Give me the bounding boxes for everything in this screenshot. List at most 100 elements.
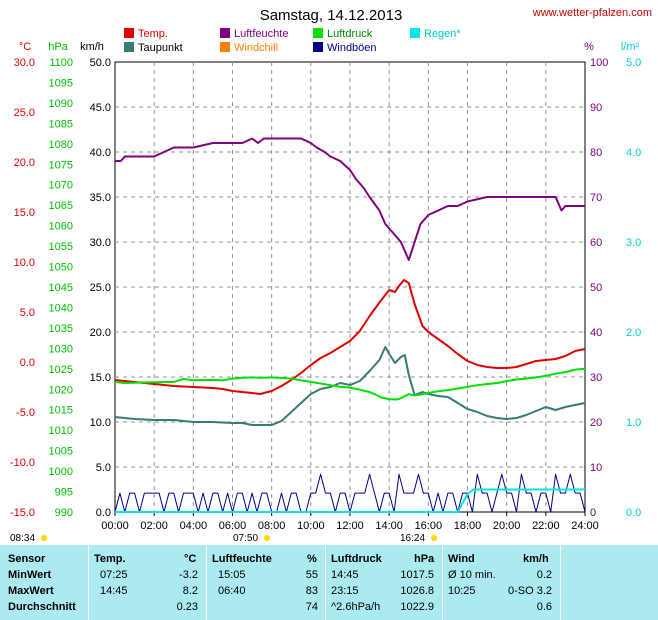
x-tick-label: 22:00 <box>532 520 560 532</box>
wind-tick: 5.0 <box>96 462 111 474</box>
wind-tick: 25.0 <box>90 282 111 294</box>
sun-marks: 08:34 07:50 16:24 <box>10 533 437 544</box>
temp-tick: 20.0 <box>14 157 35 169</box>
pressure-tick: 1070 <box>49 180 73 192</box>
temp-tick: -5.0 <box>16 407 35 419</box>
legend-label: Windchill <box>234 42 278 54</box>
x-tick-label: 04:00 <box>180 520 208 532</box>
x-tick-label: 20:00 <box>493 520 521 532</box>
x-tick-label: 08:00 <box>258 520 286 532</box>
stats-header-hum-unit: % <box>307 553 317 565</box>
legend-label: Luftdruck <box>327 28 373 40</box>
pressure-tick: 1060 <box>49 221 73 233</box>
legend-swatch <box>124 28 134 38</box>
wind-tick: 15.0 <box>90 372 111 384</box>
legend-label: Luftfeuchte <box>234 28 288 40</box>
series-regen <box>115 488 585 513</box>
pressure-tick: 990 <box>55 507 73 519</box>
stats-press-val: 1026.8 <box>400 585 434 597</box>
wind-tick: 20.0 <box>90 327 111 339</box>
pressure-tick: 1030 <box>49 343 73 355</box>
x-tick-label: 02:00 <box>140 520 168 532</box>
stats-hum-val: 83 <box>305 585 318 597</box>
humidity-tick: 10 <box>590 462 602 474</box>
x-axis: 00:00 02:00 04:00 06:00 08:00 10:00 12:00 14:00… <box>101 512 599 532</box>
pressure-tick: 1075 <box>49 159 73 171</box>
series-taupunkt <box>114 346 586 426</box>
stats-hum-val: 74 <box>305 601 318 613</box>
stats-hum-time: 06:40 <box>218 585 246 597</box>
legend-swatch <box>313 42 323 52</box>
y-axes: 30.0 25.0 20.0 15.0 10.0 5.0 0.0 -5.0 -10.0 -15.0… <box>10 57 641 519</box>
stats-label: MaxWert <box>8 585 54 597</box>
legend-swatch <box>313 28 323 38</box>
humidity-tick: 20 <box>590 417 602 429</box>
stats-table: Sensor Temp. °C Luftfeuchte % Luftdruck … <box>0 545 658 620</box>
stats-label: MinWert <box>8 569 52 581</box>
temp-tick: 5.0 <box>20 307 35 319</box>
rain-tick: 2.0 <box>626 327 641 339</box>
stats-press-time: 14:45 <box>331 569 359 581</box>
pressure-tick: 1005 <box>49 446 73 458</box>
stats-temp-time: 07:25 <box>100 569 128 581</box>
temp-tick: 0.0 <box>20 357 35 369</box>
temp-tick: 25.0 <box>14 107 35 119</box>
temp-unit: °C <box>19 41 31 53</box>
moonrise-icon <box>41 535 47 541</box>
stats-wind-val: 0.6 <box>536 601 552 613</box>
pressure-tick: 1085 <box>49 118 73 130</box>
series-temp <box>114 279 586 395</box>
pressure-tick: 1020 <box>49 384 73 396</box>
pressure-tick: 1050 <box>49 262 73 274</box>
legend-swatch <box>220 42 230 52</box>
humidity-tick: 70 <box>590 192 602 204</box>
series <box>114 137 586 513</box>
series-luftdruck <box>114 367 586 401</box>
site-link[interactable]: www.wetter-pfalzen.com <box>532 7 652 19</box>
stats-header-sensor: Sensor <box>8 553 46 565</box>
rain-tick: 4.0 <box>626 147 641 159</box>
x-tick-label: 12:00 <box>336 520 364 532</box>
stats-press-val: 1017.5 <box>400 569 434 581</box>
x-tick-label: 14:00 <box>375 520 403 532</box>
stats-temp-val: 8.2 <box>182 585 198 597</box>
wind-unit: km/h <box>80 41 104 53</box>
legend-swatch <box>124 42 134 52</box>
legend-label: Windböen <box>327 42 377 54</box>
rain-tick: 0.0 <box>626 507 641 519</box>
pressure-tick: 1045 <box>49 282 73 294</box>
humidity-tick: 30 <box>590 372 602 384</box>
stats-header-temp: Temp. <box>94 553 126 565</box>
stats-label: Durchschnitt <box>8 601 76 613</box>
rain-tick: 1.0 <box>626 417 641 429</box>
grid <box>115 62 585 512</box>
stats-header-press-unit: hPa <box>414 553 435 565</box>
pressure-tick: 995 <box>55 487 73 499</box>
wind-tick: 45.0 <box>90 102 111 114</box>
stats-wind-label: 10:25 <box>448 585 476 597</box>
pressure-tick: 1090 <box>49 98 73 110</box>
sunrise-icon <box>264 535 270 541</box>
wind-tick: 30.0 <box>90 237 111 249</box>
stats-temp-time: 14:45 <box>100 585 128 597</box>
stats-header-wind-unit: km/h <box>523 553 549 565</box>
wind-tick: 0.0 <box>96 507 111 519</box>
temp-tick: 10.0 <box>14 257 35 269</box>
humidity-tick: 100 <box>590 57 608 69</box>
stats-press-val: 1022.9 <box>400 601 434 613</box>
temp-tick: -10.0 <box>10 457 35 469</box>
legend: Temp. Luftfeuchte Luftdruck Regen* Taupunkt W… <box>124 28 461 54</box>
x-tick-label: 10:00 <box>297 520 325 532</box>
sunset-icon <box>431 535 437 541</box>
pressure-unit: hPa <box>48 41 68 53</box>
temp-tick: 15.0 <box>14 207 35 219</box>
stats-wind-label: Ø 10 min. <box>448 569 496 581</box>
pressure-tick: 1010 <box>49 425 73 437</box>
stats-wind-dir: 0-SO <box>508 585 534 597</box>
stats-hum-val: 55 <box>305 569 318 581</box>
pressure-tick: 1065 <box>49 200 73 212</box>
stats-header-wind: Wind <box>448 553 475 565</box>
pressure-tick: 1095 <box>49 77 73 89</box>
stats-header-press: Luftdruck <box>331 553 382 565</box>
temp-tick: 30.0 <box>14 57 35 69</box>
